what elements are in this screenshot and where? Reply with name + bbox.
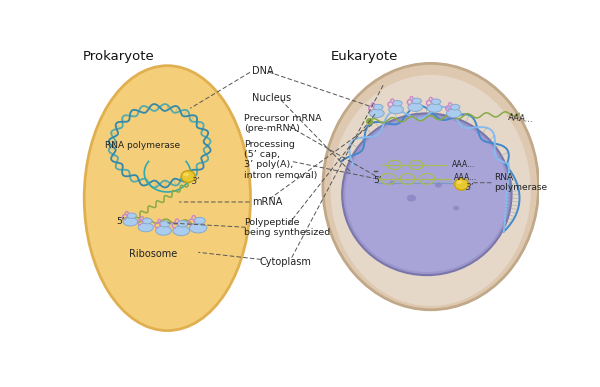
Text: DNA: DNA	[252, 66, 274, 76]
Ellipse shape	[123, 217, 137, 226]
Ellipse shape	[457, 180, 462, 184]
Ellipse shape	[84, 66, 251, 330]
Ellipse shape	[342, 113, 512, 275]
Ellipse shape	[142, 218, 152, 224]
Text: Precursor mRNA
(pre-mRNA): Precursor mRNA (pre-mRNA)	[244, 114, 322, 133]
Text: 3’: 3’	[466, 183, 474, 192]
Ellipse shape	[183, 173, 189, 176]
Ellipse shape	[370, 109, 384, 118]
Text: 5’: 5’	[373, 176, 382, 185]
Text: AAA...: AAA...	[508, 113, 534, 125]
Ellipse shape	[446, 109, 461, 118]
Ellipse shape	[407, 195, 416, 202]
Text: Cytoplasm: Cytoplasm	[260, 257, 311, 267]
Text: Prokaryote: Prokaryote	[83, 50, 154, 63]
Text: 3’: 3’	[192, 176, 200, 185]
Ellipse shape	[412, 98, 421, 104]
Ellipse shape	[127, 213, 136, 218]
Text: mRNA: mRNA	[252, 197, 283, 207]
Ellipse shape	[323, 63, 539, 310]
Ellipse shape	[431, 99, 441, 104]
Text: Ribosome: Ribosome	[130, 249, 178, 259]
Text: 5’: 5’	[116, 217, 125, 226]
Text: AAA...: AAA...	[451, 159, 475, 169]
Ellipse shape	[190, 223, 207, 233]
Ellipse shape	[389, 105, 403, 114]
Text: Eukaryote: Eukaryote	[331, 50, 398, 63]
Ellipse shape	[331, 75, 531, 306]
Ellipse shape	[435, 182, 442, 188]
Ellipse shape	[373, 104, 383, 110]
Text: Processing
(5’ cap,
3’ poly(A),
intron removal): Processing (5’ cap, 3’ poly(A), intron r…	[244, 140, 318, 180]
Ellipse shape	[160, 221, 170, 227]
Text: AAA...: AAA...	[454, 173, 477, 182]
Ellipse shape	[392, 101, 402, 106]
Ellipse shape	[181, 171, 195, 182]
Ellipse shape	[155, 226, 172, 235]
Text: Nucleus: Nucleus	[252, 93, 291, 103]
Ellipse shape	[455, 178, 469, 190]
Ellipse shape	[194, 217, 205, 224]
Ellipse shape	[450, 104, 460, 110]
Ellipse shape	[138, 223, 154, 232]
Text: RNA polymerase: RNA polymerase	[105, 141, 180, 150]
Ellipse shape	[173, 226, 190, 236]
Ellipse shape	[177, 221, 188, 227]
Ellipse shape	[408, 103, 422, 111]
Ellipse shape	[427, 104, 442, 112]
Text: RNA
polymerase: RNA polymerase	[494, 173, 548, 192]
Ellipse shape	[453, 206, 459, 211]
Ellipse shape	[345, 116, 508, 272]
Ellipse shape	[389, 181, 395, 185]
Text: Polypeptide
being synthesized: Polypeptide being synthesized	[244, 218, 331, 237]
